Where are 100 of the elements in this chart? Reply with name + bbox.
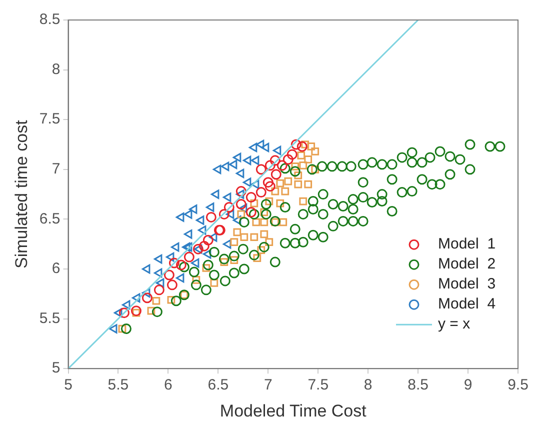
point (192, 276, 200, 284)
y-tick-label: 6.5 (39, 210, 60, 228)
point (276, 160, 288, 171)
point (166, 252, 174, 262)
point (252, 218, 260, 226)
point (206, 202, 214, 212)
point (166, 280, 178, 290)
point (256, 164, 266, 175)
point (242, 156, 252, 166)
point (262, 177, 274, 188)
legend-label: y = x (438, 316, 471, 333)
point (297, 152, 306, 160)
point (210, 279, 218, 287)
point (114, 308, 122, 318)
point (260, 230, 268, 238)
point (311, 148, 320, 156)
point (198, 240, 210, 252)
point (250, 156, 260, 166)
point (307, 142, 316, 150)
point (236, 199, 246, 210)
point (272, 146, 282, 156)
point (132, 308, 140, 317)
point (154, 254, 162, 264)
x-tick-label: 8.5 (408, 376, 428, 394)
point (260, 208, 268, 216)
point (202, 234, 214, 246)
point (210, 190, 220, 199)
point (232, 216, 242, 225)
point (118, 324, 126, 333)
point (271, 187, 280, 196)
point (236, 186, 246, 197)
x-tick-label: 7.5 (308, 376, 329, 394)
y-tick-label: 8 (52, 60, 60, 78)
point (184, 229, 192, 239)
x-tick-label: 9 (464, 376, 472, 394)
point (154, 284, 164, 296)
legend-label: Model 4 (438, 296, 496, 313)
point (176, 212, 184, 222)
point (142, 264, 150, 274)
point (236, 168, 244, 178)
point (291, 162, 300, 170)
point (226, 210, 234, 219)
y-axis-title: Simulated time cost (12, 120, 31, 268)
point (248, 142, 258, 152)
point (304, 180, 312, 188)
point (294, 180, 302, 188)
y-tick-label: 7 (52, 160, 60, 178)
point (167, 296, 176, 304)
y-tick-label: 5 (52, 360, 60, 377)
point (230, 238, 238, 246)
x-tick-label: 9.5 (508, 376, 528, 394)
point (228, 160, 238, 170)
point (264, 181, 276, 192)
point (294, 171, 302, 180)
point (304, 156, 312, 164)
point (132, 293, 140, 303)
point (271, 218, 280, 226)
point (276, 179, 284, 188)
point (154, 268, 162, 278)
point (220, 258, 228, 266)
point (264, 160, 276, 171)
point (281, 187, 290, 196)
point (240, 233, 248, 242)
point (253, 254, 262, 262)
point (279, 218, 288, 226)
point (311, 165, 320, 174)
point (250, 233, 258, 242)
point (270, 169, 282, 180)
point (256, 140, 264, 150)
legend-label: Model 2 (438, 256, 496, 273)
point (176, 273, 184, 283)
point (218, 208, 230, 220)
point (270, 155, 280, 166)
y-tick-label: 5.5 (39, 310, 60, 327)
point (156, 278, 164, 288)
point (299, 197, 308, 206)
point (286, 149, 298, 160)
point (196, 216, 204, 225)
point (168, 258, 180, 268)
point (220, 162, 230, 172)
point (188, 204, 198, 214)
point (265, 238, 274, 246)
y-tick-label: 8.5 (39, 11, 60, 28)
point (284, 177, 292, 186)
point (257, 246, 266, 254)
point (130, 306, 142, 316)
point (190, 258, 200, 268)
point (184, 210, 192, 219)
x-tick-label: 8 (364, 376, 372, 394)
point (238, 204, 248, 213)
point (282, 154, 294, 165)
point (299, 161, 308, 170)
legend-label: Model 3 (438, 276, 496, 293)
point (224, 202, 234, 212)
point (118, 308, 130, 318)
point (108, 324, 118, 334)
point (237, 210, 246, 218)
point (147, 306, 156, 315)
point (198, 226, 206, 235)
point (250, 180, 260, 189)
